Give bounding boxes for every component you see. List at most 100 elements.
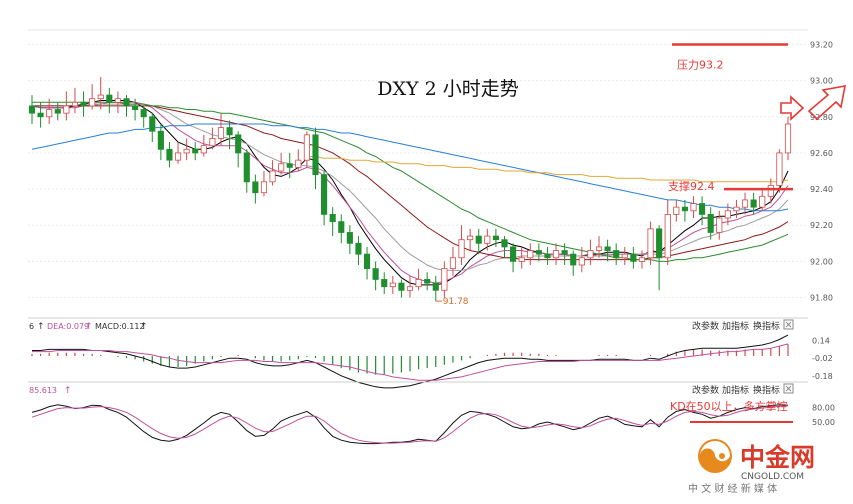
candle <box>630 246 637 269</box>
candle <box>166 142 173 168</box>
macd-axis-ticks: 0.14 -0.02 -0.18 <box>812 337 833 381</box>
price-panel: 93.20 93.00 92.80 92.60 92.40 92.20 92.00 91.80… <box>28 29 847 307</box>
brand-en: CNGOLD.COM <box>741 472 804 482</box>
support-label: 支撑92.4 <box>668 179 715 193</box>
candle <box>123 95 130 117</box>
macd-add-indicator-button[interactable]: 加指标 <box>722 320 749 332</box>
kd-legend-value: 85.613 <box>29 386 57 395</box>
candle <box>750 192 757 215</box>
moving-average-line <box>32 101 789 262</box>
moving-average-line <box>306 156 789 183</box>
candle <box>355 236 362 265</box>
candle <box>71 87 79 114</box>
candle <box>346 225 353 255</box>
macd-legend-period: 6 <box>29 322 34 331</box>
candle <box>312 127 319 190</box>
macd-dif-line <box>32 334 789 389</box>
candle <box>295 149 302 171</box>
candle <box>544 246 551 265</box>
candle <box>363 246 371 280</box>
kd-add-indicator-button[interactable]: 加指标 <box>722 384 749 396</box>
candle <box>784 116 792 161</box>
candle <box>406 275 414 298</box>
candle <box>690 196 697 218</box>
kd-controls: 改参数 加指标 换指标 <box>692 383 794 396</box>
candle <box>278 152 285 175</box>
candle <box>217 113 225 146</box>
kd-switch-indicator-button[interactable]: 换指标 <box>753 384 780 396</box>
candle <box>54 102 61 121</box>
kd-tick-label: 50.00 <box>812 418 835 427</box>
candle <box>621 246 628 265</box>
brand-cn: 中金网 <box>740 443 815 472</box>
candle <box>741 192 749 215</box>
candle <box>587 239 594 265</box>
candle <box>681 199 688 222</box>
kd-panel: 85.613 ↑ 改参数 加指标 换指标 80.00 50.00 KD在50以上，… <box>28 381 835 445</box>
candle <box>776 149 783 193</box>
candle <box>157 124 164 161</box>
candle <box>389 275 396 294</box>
macd-edit-params-button[interactable]: 改参数 <box>692 320 719 332</box>
candle <box>209 127 216 150</box>
candle <box>329 207 336 237</box>
candle <box>449 246 457 276</box>
kd-tick-label: 80.00 <box>812 404 835 413</box>
macd-tick-label: -0.02 <box>812 354 833 363</box>
candle <box>716 210 723 240</box>
resistance-label: 压力93.2 <box>677 58 724 71</box>
price-tick-label: 92.40 <box>810 185 833 194</box>
up-right-arrow-icon <box>807 85 847 121</box>
candle <box>475 228 482 255</box>
macd-lines <box>32 334 789 389</box>
price-tick-label: 91.80 <box>810 294 833 303</box>
candlesticks <box>28 77 792 302</box>
candle <box>63 91 70 121</box>
candle <box>613 243 620 265</box>
candle <box>656 225 663 291</box>
candle <box>303 131 310 168</box>
macd-legend-dea: DEA:0.079 <box>47 322 89 331</box>
candle <box>286 152 293 179</box>
candle <box>269 160 276 186</box>
macd-legend: 6 ↑ DEA:0.079 ↑ MACD:0.112 ↑ <box>29 322 148 332</box>
candle <box>97 77 104 110</box>
candle <box>132 98 139 121</box>
candle <box>37 102 44 128</box>
kd-edit-params-button[interactable]: 改参数 <box>692 384 719 396</box>
moving-average-line <box>31 123 789 212</box>
candle <box>724 203 731 226</box>
candle <box>733 199 740 218</box>
candle <box>321 171 328 226</box>
price-axis-ticks: 93.20 93.00 92.80 92.60 92.40 92.20 92.00 91.80 <box>810 40 833 302</box>
candle <box>114 91 121 114</box>
candle <box>441 261 448 298</box>
candle <box>235 131 242 168</box>
candle <box>552 243 560 265</box>
price-tick-label: 92.80 <box>810 113 833 122</box>
candle <box>527 243 534 265</box>
kd-axis-ticks: 80.00 50.00 <box>812 404 835 427</box>
candle <box>243 149 250 193</box>
candle <box>518 246 525 269</box>
price-tick-label: 92.20 <box>810 221 833 230</box>
candle <box>140 105 147 128</box>
macd-close-icon[interactable] <box>783 319 794 330</box>
candle <box>200 134 207 157</box>
macd-switch-indicator-button[interactable]: 换指标 <box>753 320 780 332</box>
chart-title: DXY 2 小时走势 <box>377 78 518 100</box>
candle <box>561 243 568 265</box>
kd-close-icon[interactable] <box>783 383 794 394</box>
price-tick-label: 92.60 <box>810 149 833 158</box>
candle <box>707 207 714 240</box>
candle <box>183 138 190 161</box>
candle <box>338 214 345 244</box>
candle <box>192 142 199 161</box>
kd-lines <box>31 404 789 445</box>
candle <box>699 196 706 226</box>
kd-annotation: KD在50以上，多方掌控 <box>670 399 788 413</box>
candle <box>46 98 53 124</box>
candle <box>372 261 379 291</box>
candle <box>767 178 774 204</box>
